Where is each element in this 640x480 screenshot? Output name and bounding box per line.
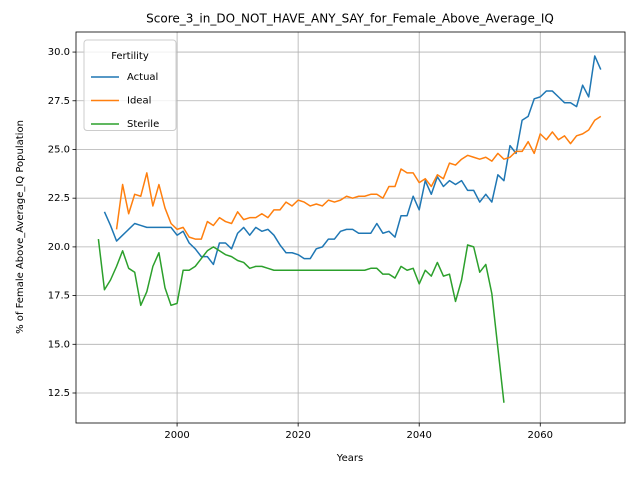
x-tick-label: 2040 [406,430,431,441]
legend-label: Sterile [127,119,159,130]
y-tick-label: 20.0 [48,242,70,253]
legend-box [83,39,177,131]
series-line [103,55,602,266]
y-tick-label: 30.0 [48,47,70,58]
y-tick-label: 25.0 [48,144,70,155]
y-tick-label: 22.5 [48,193,70,204]
x-tick-label: 2060 [528,430,553,441]
plot-frame [75,31,626,424]
x-tick-label: 2020 [285,430,310,441]
series-line [115,115,602,240]
y-tick-label: 12.5 [48,388,70,399]
series-line [97,239,505,403]
chart-title: Score_3_in_DO_NOT_HAVE_ANY_SAY_for_Femal… [146,12,554,26]
y-tick-label: 17.5 [48,291,70,302]
y-axis-label: % of Female Above_Average_IQ Population [15,120,26,334]
legend-label: Ideal [127,96,151,107]
legend-label: Actual [127,72,158,83]
y-tick-label: 27.5 [48,96,70,107]
x-axis-label: Years [336,453,363,464]
y-tick-label: 15.0 [48,339,70,350]
legend-title: Fertility [111,51,149,62]
x-tick-label: 2000 [164,430,189,441]
